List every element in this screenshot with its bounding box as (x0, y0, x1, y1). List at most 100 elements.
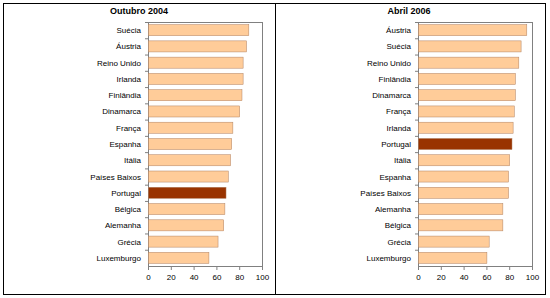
category-label: Países Baixos (90, 173, 141, 182)
category-label: Finlândia (109, 91, 142, 100)
category-label: Portugal (111, 189, 141, 198)
bar (419, 236, 490, 247)
category-tick (145, 55, 148, 56)
category-tick (145, 185, 148, 186)
category-tick (415, 55, 418, 56)
bar (149, 187, 227, 198)
category-tick (145, 87, 148, 88)
category-tick (145, 103, 148, 104)
x-tick (194, 266, 195, 270)
category-label: Bélgica (385, 221, 412, 230)
bars (149, 25, 249, 264)
category-label: Finlândia (379, 75, 412, 84)
bar (149, 106, 240, 117)
category-label: Áustria (116, 42, 141, 51)
category-label: Espanha (109, 140, 141, 149)
panel: Outubro 2004SuéciaÁustriaReino UnidoIrla… (90, 6, 269, 282)
category-label: Suécia (387, 42, 412, 51)
bar (149, 171, 229, 182)
x-tick (441, 266, 442, 270)
category-tick (415, 152, 418, 153)
category-label: Dinamarca (102, 107, 141, 116)
category-tick (145, 120, 148, 121)
category-label: Portugal (381, 140, 411, 149)
category-label: Áustria (386, 26, 411, 35)
x-tick (216, 266, 217, 270)
category-tick (145, 233, 148, 234)
category-label: Dinamarca (372, 91, 411, 100)
x-tick-label: 60 (482, 273, 491, 282)
chart-title: Abril 2006 (387, 6, 430, 16)
category-label: Reino Unido (97, 59, 142, 68)
category-tick (415, 22, 418, 23)
bar (149, 57, 244, 68)
category-label: Itália (124, 156, 141, 165)
category-tick (145, 136, 148, 137)
bar (149, 252, 209, 263)
category-tick (415, 136, 418, 137)
x-tick (148, 266, 149, 270)
bar (419, 171, 509, 182)
x-tick-label: 40 (190, 273, 199, 282)
category-label: Grécia (117, 238, 141, 247)
category-label: Bélgica (115, 205, 142, 214)
category-label: Luxemburgo (97, 254, 142, 263)
x-tick-label: 100 (256, 273, 270, 282)
category-tick (145, 152, 148, 153)
category-label: Luxemburgo (367, 254, 412, 263)
category-tick (415, 217, 418, 218)
bar (149, 122, 233, 133)
bar (419, 138, 512, 149)
category-label: Países Baixos (360, 189, 411, 198)
category-label: Grécia (387, 238, 411, 247)
category-tick (145, 71, 148, 72)
x-tick (262, 266, 263, 270)
category-tick (145, 217, 148, 218)
category-label: Reino Unido (367, 59, 412, 68)
category-tick (145, 38, 148, 39)
x-tick-label: 20 (167, 273, 176, 282)
bar (419, 252, 487, 263)
x-tick (239, 266, 240, 270)
category-tick (415, 250, 418, 251)
x-tick-label: 20 (437, 273, 446, 282)
bars (419, 25, 527, 264)
x-tick-label: 60 (212, 273, 221, 282)
x-tick (171, 266, 172, 270)
bar (149, 220, 224, 231)
x-tick-label: 0 (146, 273, 151, 282)
category-tick (415, 38, 418, 39)
x-tick-label: 40 (460, 273, 469, 282)
category-label: França (386, 107, 411, 116)
x-tick-label: 100 (526, 273, 540, 282)
category-tick (415, 185, 418, 186)
bar (149, 236, 219, 247)
bar (149, 73, 244, 84)
bar (419, 57, 519, 68)
category-tick (415, 71, 418, 72)
category-label: Espanha (379, 173, 411, 182)
x-tick (486, 266, 487, 270)
category-tick (415, 233, 418, 234)
category-label: Suécia (117, 26, 142, 35)
bar (149, 138, 232, 149)
category-label: França (116, 124, 141, 133)
category-label: Alemanha (105, 221, 142, 230)
category-tick (415, 168, 418, 169)
category-tick (415, 87, 418, 88)
category-tick (145, 168, 148, 169)
category-tick (415, 201, 418, 202)
bar (419, 220, 503, 231)
plot-frame (149, 23, 263, 267)
x-tick (464, 266, 465, 270)
panel: Abril 2006 Áustria Suécia Reino Unido Finlân… (360, 6, 539, 282)
x-tick-label: 80 (505, 273, 514, 282)
chart-canvas: Outubro 2004SuéciaÁustriaReino UnidoIrla… (0, 0, 550, 298)
bar (419, 41, 522, 52)
bar (149, 204, 225, 215)
bar (149, 25, 249, 36)
bar (149, 41, 247, 52)
x-tick-label: 80 (235, 273, 244, 282)
bar (419, 187, 509, 198)
category-tick (145, 201, 148, 202)
